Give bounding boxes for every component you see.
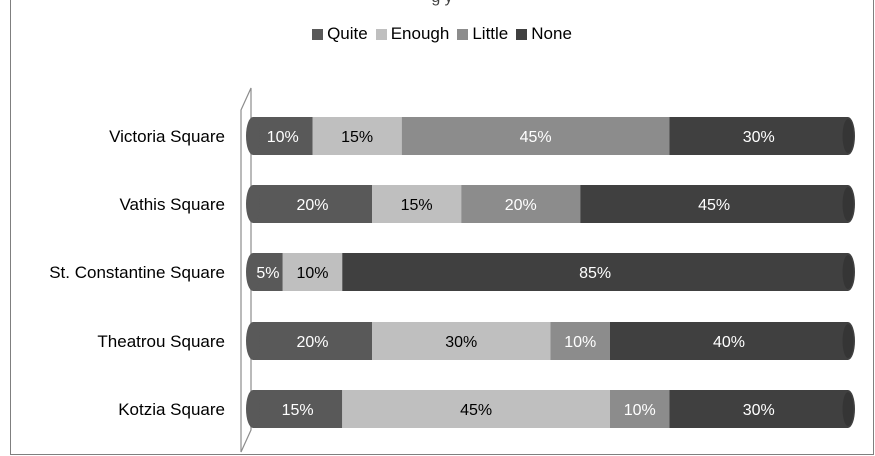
data-label: 45%: [460, 402, 492, 419]
bar-end-cap-face: [842, 392, 854, 426]
data-label: 5%: [256, 265, 279, 282]
data-label: 45%: [698, 197, 730, 214]
bar-segment-none: [342, 253, 848, 291]
data-label: 15%: [401, 197, 433, 214]
bar-segment-quite: [253, 322, 372, 360]
axis-wall-plane: [240, 87, 252, 453]
legend-swatch-quite: [312, 28, 324, 40]
legend-item-quite: Quite: [312, 24, 368, 44]
data-labels: 10% 15% 45% 30% 20% 15% 20% 45% 5% 10% 85% 20% 30% 10…: [256, 129, 774, 419]
data-label: 40%: [713, 334, 745, 351]
legend-label-quite: Quite: [327, 24, 368, 43]
data-label: 10%: [564, 334, 596, 351]
data-label: 30%: [445, 334, 477, 351]
legend-label-little: Little: [472, 24, 509, 43]
bar-segment-none: [669, 390, 848, 428]
bar-segment-quite: [253, 117, 313, 155]
data-label: 15%: [282, 402, 314, 419]
bar-start-cap: [246, 390, 260, 428]
bar-start-cap: [246, 185, 260, 223]
bar-segment-quite: [253, 390, 343, 428]
bar-start-cap: [246, 117, 260, 155]
bar-segment-enough: [312, 117, 402, 155]
bars: [246, 117, 855, 428]
legend-label-enough: Enough: [390, 24, 450, 43]
chart-title-fragment: g y: [11, 0, 873, 7]
data-label: 10%: [624, 402, 656, 419]
category-label: Theatrou Square: [97, 332, 225, 351]
bar-segment-none: [669, 117, 848, 155]
legend-swatch-enough: [375, 28, 387, 40]
bar-end-cap-face: [842, 187, 854, 221]
data-label: 85%: [579, 265, 611, 282]
bar-end-cap-face: [842, 255, 854, 289]
bar-segment-enough: [372, 322, 551, 360]
data-label: 30%: [743, 402, 775, 419]
bar-segment-enough: [372, 185, 462, 223]
bar-start-cap: [246, 253, 260, 291]
data-label: 10%: [267, 129, 299, 146]
axis-wall: [240, 87, 252, 453]
category-label: Victoria Square: [109, 127, 225, 146]
category-label: Kotzia Square: [118, 400, 225, 419]
bar-segment-little: [610, 390, 670, 428]
legend-item-none: None: [516, 24, 572, 44]
bar-segment-little: [401, 117, 670, 155]
category-label: St. Constantine Square: [49, 263, 225, 282]
chart-frame: g y Quite Enough Little None Victoria Sq…: [10, 0, 874, 455]
category-label: Vathis Square: [119, 195, 225, 214]
bar-segment-none: [610, 322, 848, 360]
data-label: 30%: [743, 129, 775, 146]
bar-end-cap-face: [842, 324, 854, 358]
legend-swatch-little: [457, 28, 469, 40]
legend-item-enough: Enough: [375, 24, 450, 44]
bar-segment-little: [461, 185, 581, 223]
bar-segment-enough: [342, 390, 610, 428]
bar-segment-none: [580, 185, 848, 223]
legend-item-little: Little: [457, 24, 508, 44]
bar-start-cap: [246, 322, 260, 360]
data-label: 20%: [505, 197, 537, 214]
data-label: 15%: [341, 129, 373, 146]
legend-label-none: None: [531, 24, 572, 43]
bar-segment-enough: [282, 253, 343, 291]
data-label: 20%: [296, 197, 328, 214]
bar-segment-quite: [253, 185, 372, 223]
legend: Quite Enough Little None: [11, 24, 873, 44]
bar-chart-plot: Victoria Square Vathis Square St. Constant…: [49, 87, 855, 453]
data-label: 10%: [296, 265, 328, 282]
data-label: 45%: [520, 129, 552, 146]
category-labels: Victoria Square Vathis Square St. Constant…: [49, 127, 225, 419]
bar-segment-little: [550, 322, 610, 360]
bar-end-cap-face: [842, 119, 854, 153]
data-label: 20%: [296, 334, 328, 351]
legend-swatch-none: [516, 28, 528, 40]
